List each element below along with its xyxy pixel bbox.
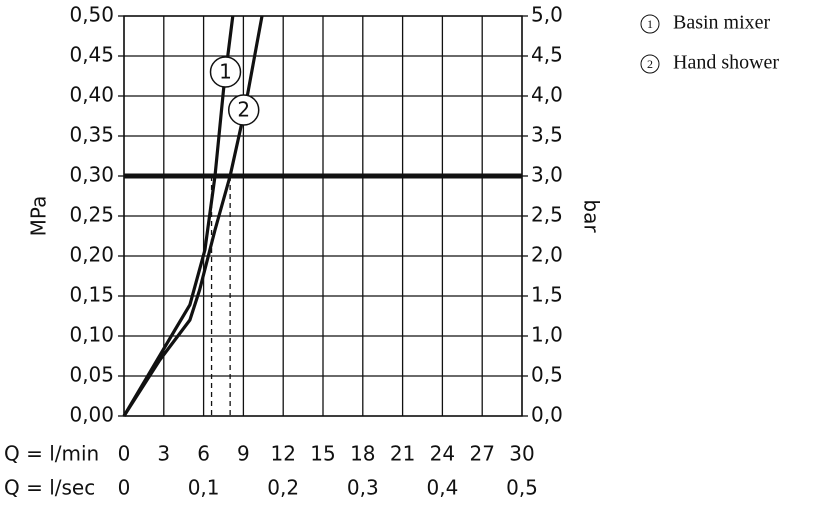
legend-marker bbox=[640, 54, 660, 74]
x-tick-label: 9 bbox=[237, 442, 250, 466]
x-tick-label: 3 bbox=[157, 442, 170, 466]
y2-tick-label: 2,5 bbox=[531, 203, 563, 227]
legend-label: Basin mixer bbox=[673, 12, 771, 34]
y2-tick-label: 4,0 bbox=[531, 83, 563, 107]
curve bbox=[122, 15, 235, 417]
x-tick-label: 24 bbox=[430, 442, 455, 466]
x2-tick-label: 0,1 bbox=[188, 476, 220, 500]
y-tick-label: 0,35 bbox=[69, 123, 114, 147]
y-tick-label: 0,25 bbox=[69, 203, 114, 227]
y2-tick-label: 4,5 bbox=[531, 43, 563, 67]
curve-marker bbox=[227, 94, 260, 126]
x-tick-label: 0 bbox=[118, 442, 131, 466]
x-tick-label: 21 bbox=[390, 442, 415, 466]
x2-axis-label: Q = l/sec bbox=[4, 476, 95, 500]
y2-axis-label: bar bbox=[580, 199, 604, 233]
x-tick-label: 15 bbox=[310, 442, 335, 466]
x2-tick-label: 0,4 bbox=[426, 476, 458, 500]
y2-tick-label: 1,5 bbox=[531, 283, 563, 307]
y-tick-label: 0,50 bbox=[69, 3, 114, 27]
y-tick-label: 0,40 bbox=[69, 83, 114, 107]
y-tick-label: 0,20 bbox=[69, 243, 114, 267]
y-tick-label: 0,05 bbox=[69, 363, 114, 387]
y-tick-label: 0,45 bbox=[69, 43, 114, 67]
x-tick-label: 12 bbox=[270, 442, 295, 466]
y-tick-label: 0,15 bbox=[69, 283, 114, 307]
y2-tick-label: 5,0 bbox=[531, 3, 563, 27]
y-tick-label: 0,10 bbox=[69, 323, 114, 347]
x-axis-label: Q = l/min bbox=[4, 442, 99, 466]
legend-marker-label: 2 bbox=[647, 57, 653, 71]
y2-tick-label: 0,5 bbox=[531, 363, 563, 387]
plot-frame bbox=[123, 15, 523, 417]
x2-tick-label: 0,2 bbox=[267, 476, 299, 500]
legend-marker bbox=[640, 14, 660, 34]
curve-marker bbox=[209, 56, 242, 88]
y2-tick-label: 0,0 bbox=[531, 403, 563, 427]
y-tick-label: 0,00 bbox=[69, 403, 114, 427]
x-tick-label: 18 bbox=[350, 442, 375, 466]
y-tick-label: 0,30 bbox=[69, 163, 114, 187]
x-tick-label: 30 bbox=[509, 442, 534, 466]
y2-tick-label: 2,0 bbox=[531, 243, 563, 267]
x-tick-label: 27 bbox=[469, 442, 494, 466]
curve-marker-label: 2 bbox=[237, 98, 250, 122]
y2-tick-label: 3,5 bbox=[531, 123, 563, 147]
x2-tick-label: 0 bbox=[118, 476, 131, 500]
x2-tick-label: 0,3 bbox=[347, 476, 379, 500]
x-tick-label: 6 bbox=[197, 442, 210, 466]
y2-tick-label: 3,0 bbox=[531, 163, 563, 187]
legend-marker-label: 1 bbox=[647, 17, 653, 31]
x2-tick-label: 0,5 bbox=[506, 476, 538, 500]
curve-marker-label: 1 bbox=[219, 60, 232, 84]
y-axis-label: MPa bbox=[27, 196, 51, 237]
legend-label: Hand shower bbox=[673, 52, 779, 74]
y2-tick-label: 1,0 bbox=[531, 323, 563, 347]
